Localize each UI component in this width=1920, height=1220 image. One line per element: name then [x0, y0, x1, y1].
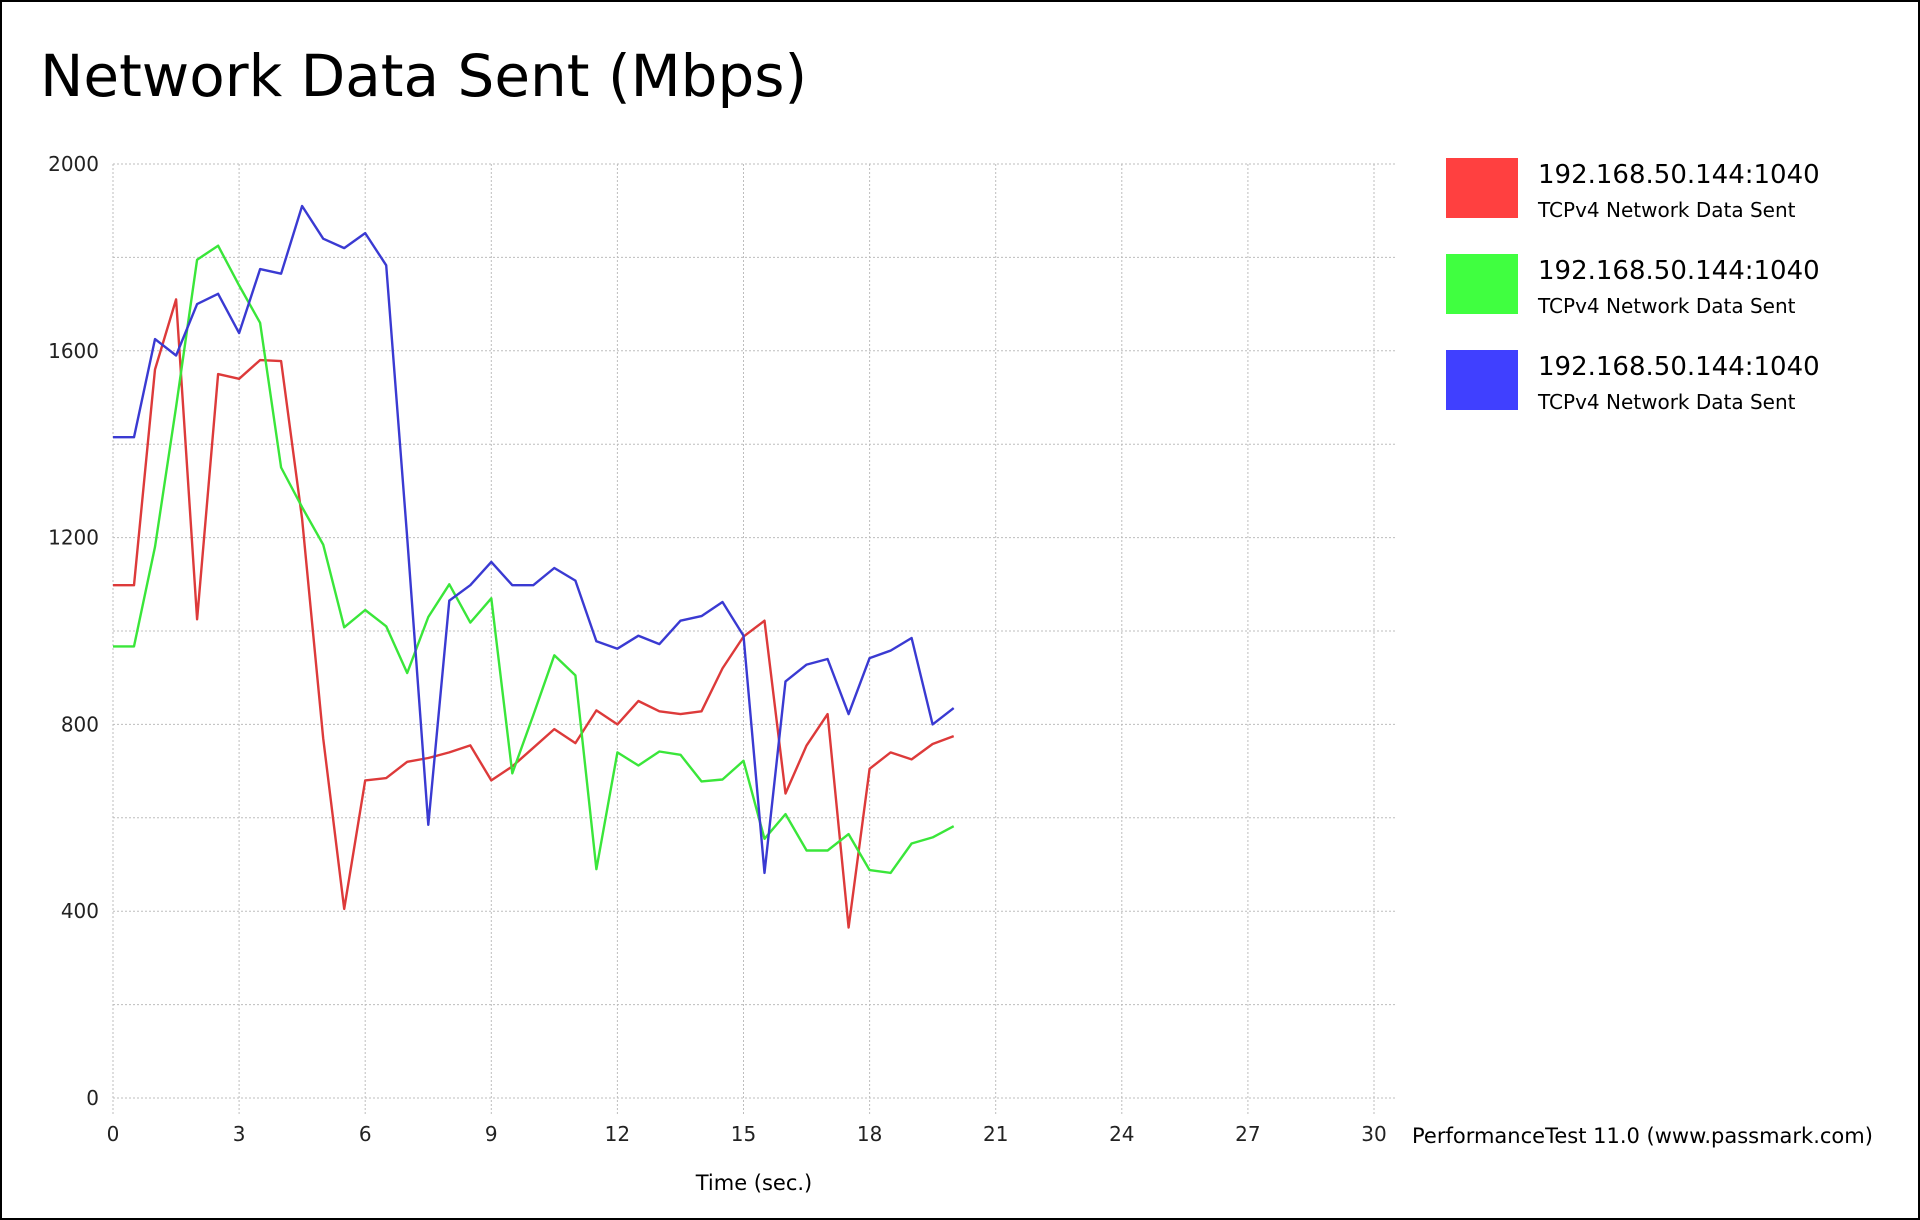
series-line-red: [113, 298, 955, 929]
y-tick-label: 0: [86, 1086, 99, 1110]
y-tick-label: 400: [61, 899, 99, 923]
axis-layer: 0 400 800 1200 1600 2000 0 3 6 9 12 15 18 21 24 27 30: [48, 152, 1387, 1146]
series-layer: [113, 204, 955, 929]
credit-text: PerformanceTest 11.0 (www.passmark.com): [1412, 1124, 1873, 1148]
legend-swatch: [1446, 158, 1518, 218]
x-tick-label: 24: [1109, 1122, 1134, 1146]
series-line-green: [113, 244, 955, 875]
x-tick-label: 3: [233, 1122, 246, 1146]
x-tick-label: 12: [605, 1122, 630, 1146]
legend-series-description: TCPv4 Network Data Sent: [1538, 198, 1796, 222]
legend-swatch: [1446, 350, 1518, 410]
legend-series-name: 192.168.50.144:1040: [1538, 256, 1820, 286]
x-tick-label: 15: [731, 1122, 756, 1146]
legend-series-description: TCPv4 Network Data Sent: [1538, 294, 1796, 318]
series-line-blue: [113, 204, 955, 875]
legend-swatch: [1446, 254, 1518, 314]
grid-layer: [112, 163, 1397, 1114]
legend-series-name: 192.168.50.144:1040: [1538, 160, 1820, 190]
y-tick-label: 1600: [48, 339, 99, 363]
x-tick-label: 9: [485, 1122, 498, 1146]
x-tick-label: 18: [857, 1122, 882, 1146]
legend-series-description: TCPv4 Network Data Sent: [1538, 390, 1796, 414]
x-tick-label: 27: [1235, 1122, 1260, 1146]
chart-title: Network Data Sent (Mbps): [40, 42, 808, 110]
x-tick-label: 0: [107, 1122, 120, 1146]
legend-series-name: 192.168.50.144:1040: [1538, 352, 1820, 382]
x-tick-label: 6: [359, 1122, 372, 1146]
x-tick-label: 30: [1361, 1122, 1386, 1146]
y-tick-label: 2000: [48, 152, 99, 176]
x-axis-label: Time (sec.): [695, 1171, 813, 1195]
y-tick-label: 800: [61, 712, 99, 736]
y-tick-label: 1200: [48, 526, 99, 550]
x-tick-label: 21: [983, 1122, 1008, 1146]
